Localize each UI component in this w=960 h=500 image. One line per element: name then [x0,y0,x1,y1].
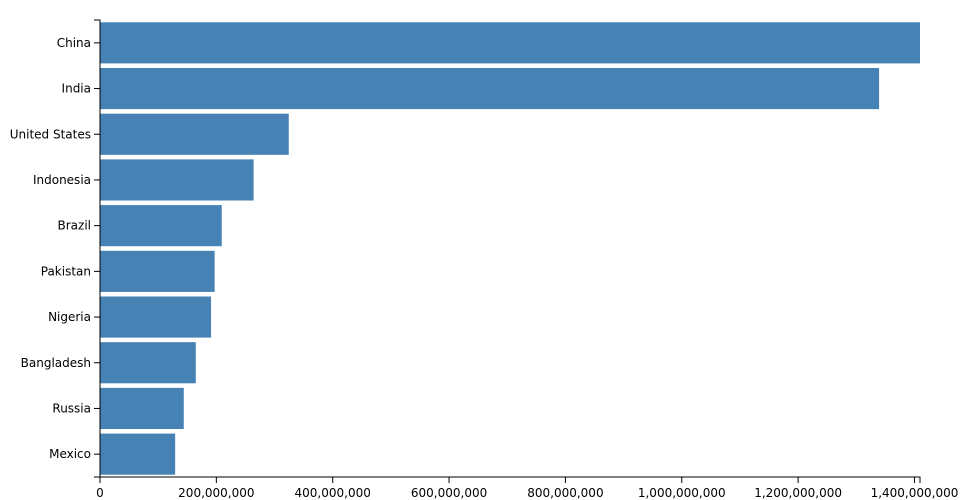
bar [100,22,920,64]
y-tick-label: China [57,36,91,50]
bar [100,387,184,430]
x-tick-label: 1,000,000,000 [638,486,726,500]
x-tick-label: 400,000,000 [295,486,371,500]
y-tick-label: Brazil [58,219,92,233]
bar [100,67,880,110]
bar [100,159,254,201]
x-tick-label: 200,000,000 [178,486,254,500]
y-tick-label: India [62,82,91,96]
y-tick-label: Pakistan [41,264,91,278]
y-tick-label: Russia [52,401,91,415]
y-tick-label: Indonesia [33,173,91,187]
bar [100,342,196,384]
x-tick-label: 1,200,000,000 [754,486,842,500]
y-tick-label: Bangladesh [21,356,91,370]
bar [100,113,289,155]
bar [100,296,212,338]
x-tick-label: 600,000,000 [411,486,487,500]
bar [100,433,176,475]
y-tick-label: United States [10,127,91,141]
x-tick-label: 0 [96,486,104,500]
x-axis-line [99,476,921,483]
x-tick-label: 800,000,000 [527,486,603,500]
y-tick-label: Mexico [49,447,91,461]
bar [100,250,215,292]
y-tick-label: Nigeria [48,310,91,324]
bar [100,205,222,247]
y-axis-line [94,19,101,478]
x-tick-label: 1,400,000,000 [871,486,959,500]
